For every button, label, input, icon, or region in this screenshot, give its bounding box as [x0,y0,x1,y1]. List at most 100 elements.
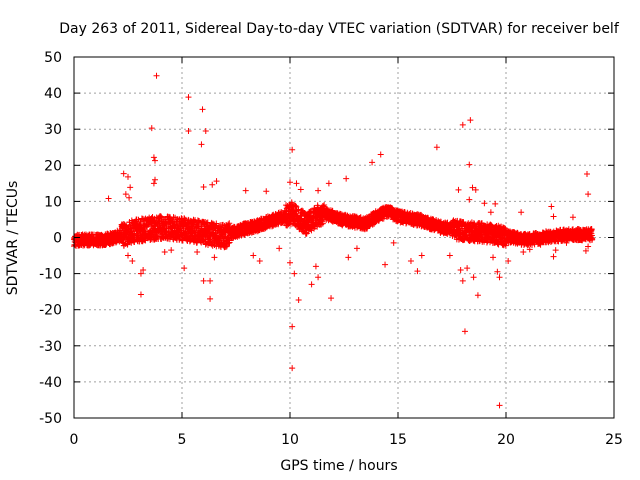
y-axis-label: SDTVAR / TECUs [5,181,21,296]
data-point-outlier [459,121,466,128]
data-point-outlier [328,295,335,302]
data-point-outlier [150,180,157,187]
x-tick-label: 10 [281,432,299,448]
data-point-outlier [584,170,590,177]
data-point-outlier [105,195,112,202]
data-point-outlier [474,292,481,299]
data-point-outlier [295,296,302,303]
data-point-outlier [256,257,263,264]
y-tick-label: 20 [44,158,62,174]
data-point-outlier [126,194,133,201]
data-point-outlier [455,186,462,193]
data-point-outlier [137,291,144,298]
data-point-outlier [161,248,168,255]
data-point-outlier [467,117,474,124]
data-point-outlier [315,187,322,194]
y-tick-label: -20 [39,303,62,319]
data-point-outlier [198,141,205,148]
data-point-outlier [548,203,555,210]
data-point-outlier [457,266,464,273]
y-tick-label: 40 [44,86,62,102]
data-point [226,239,233,246]
chart-title: Day 263 of 2011, Sidereal Day-to-day VTE… [59,21,620,37]
data-point-outlier [122,191,129,198]
y-tick-label: -30 [39,339,62,355]
data-point-outlier [490,254,497,261]
data-point-outlier [211,254,218,261]
data-point-outlier [496,402,503,409]
data-point-outlier [181,265,188,272]
data-point-outlier [377,151,384,158]
data-point-outlier [148,125,155,132]
data-point-outlier [585,191,592,198]
data-point-outlier [291,270,298,277]
y-tick-label: 10 [44,194,62,210]
data-point-outlier [129,257,136,264]
data-point-outlier [287,259,293,266]
data-point-outlier [153,72,160,79]
data-point-outlier [550,213,557,220]
data-point-outlier [194,248,201,255]
data-point-outlier [200,183,207,190]
y-tick-label: -40 [39,375,62,391]
data-point-outlier [390,239,397,246]
data-point [292,203,299,210]
axis-ticks: 0 5 10 15 20 25 -50 -40 -30 -20 -10 0 10 20 30 40 50 [39,50,623,448]
data-point-outlier [470,274,477,281]
data-point-outlier [345,254,352,261]
data-point-outlier [315,274,322,281]
data-point-outlier [125,173,131,180]
data-point-outlier [152,176,158,183]
y-tick-label: 0 [53,231,62,247]
x-axis-label: GPS time / hours [280,458,397,474]
y-tick-label: -10 [39,267,62,283]
data-point-outlier [207,277,214,284]
y-tick-label: -50 [39,411,62,427]
data-point-outlier [289,365,296,372]
data-point-outlier [125,252,131,259]
data-point-outlier [308,281,315,288]
data-point [213,220,220,227]
data-point-outlier [496,274,503,281]
data-point-outlier [518,209,525,216]
data-point-outlier [168,247,175,254]
y-tick-label: 30 [44,122,62,138]
data-point-outlier [287,179,293,186]
data-point-outlier [459,277,466,284]
data-point-outlier [276,245,283,252]
data-point-outlier [550,253,557,260]
data-point-outlier [487,209,494,216]
data-point-outlier [466,196,473,203]
data-point-outlier [466,161,473,168]
data-point-outlier [297,186,304,193]
data-point-outlier [382,261,389,268]
data-point-outlier [481,200,488,207]
data-point-outlier [325,180,332,187]
data-point-outlier [312,263,319,270]
data-point-outlier [200,277,207,284]
data-point-outlier [461,328,468,335]
data-point-outlier [407,257,414,264]
data-point-outlier [152,157,158,164]
x-tick-label: 20 [497,432,515,448]
data-point-outlier [202,128,209,135]
data-point-outlier [433,144,440,151]
data-point [303,230,310,237]
data-point-outlier [209,181,216,188]
data-points [71,72,596,409]
data-point-outlier [520,248,527,255]
data-point-outlier [492,200,499,207]
data-point-outlier [207,295,214,302]
data-point-outlier [569,214,576,221]
data-point-outlier [446,252,453,259]
data-point-outlier [369,159,376,166]
y-tick-label: 50 [44,50,62,66]
x-tick-label: 5 [178,432,187,448]
data-point-outlier [250,252,257,259]
data-point-outlier [343,175,350,182]
data-point-outlier [150,154,157,161]
data-point-outlier [213,178,220,185]
data-point-outlier [464,265,471,272]
data-point-outlier [263,188,270,195]
